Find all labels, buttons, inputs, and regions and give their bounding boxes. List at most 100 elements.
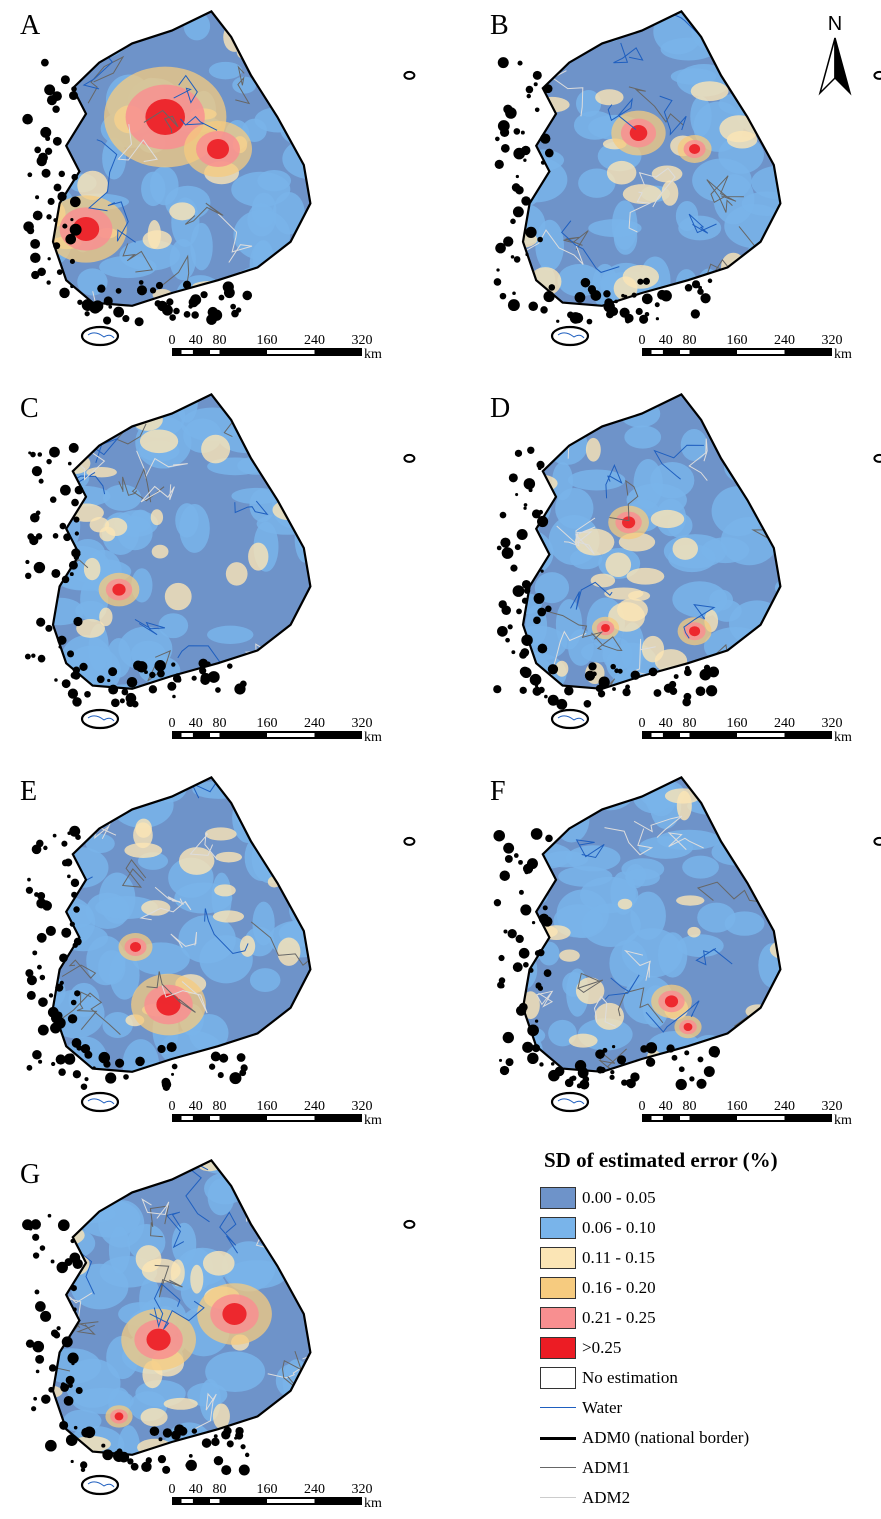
legend-line-label: ADM2 xyxy=(582,1488,631,1507)
legend-class: 0.06 - 0.10 xyxy=(540,1213,870,1243)
scale-unit: km xyxy=(364,1113,382,1128)
panel-label: D xyxy=(490,393,511,424)
map-panel-g: G 0 40 80 160 240 320 km xyxy=(0,1149,430,1519)
scale-tick-label: 240 xyxy=(774,716,795,731)
scale-tick-label: 240 xyxy=(304,716,325,731)
panel-label: A xyxy=(20,10,41,41)
legend-class-label: 0.00 - 0.05 xyxy=(582,1188,656,1207)
scale-tick-label: 80 xyxy=(213,1482,227,1497)
scale-unit: km xyxy=(834,347,852,362)
panel-label: G xyxy=(20,1159,41,1190)
legend-swatch xyxy=(540,1187,576,1209)
legend-classes: 0.00 - 0.05 0.06 - 0.10 0.11 - 0.15 0.16 - … xyxy=(540,1183,870,1393)
scale-tick-label: 40 xyxy=(189,1099,203,1114)
legend-class-label: >0.25 xyxy=(582,1338,622,1357)
scale-tick-label: 80 xyxy=(683,333,697,348)
legend-line-swatch xyxy=(540,1457,576,1479)
scale-unit: km xyxy=(834,1113,852,1128)
legend-title: SD of estimated error (%) xyxy=(544,1148,778,1172)
legend-class: >0.25 xyxy=(540,1333,870,1363)
legend-swatch xyxy=(540,1217,576,1239)
scale-tick-label: 0 xyxy=(639,1099,646,1114)
scale-tick-label: 0 xyxy=(169,716,176,731)
scale-tick-label: 320 xyxy=(352,333,373,348)
legend-swatch xyxy=(540,1337,576,1359)
north-arrow: N xyxy=(815,8,855,103)
legend-swatch xyxy=(540,1307,576,1329)
legend-class: 0.00 - 0.05 xyxy=(540,1183,870,1213)
legend-class-label: 0.16 - 0.20 xyxy=(582,1278,656,1297)
scale-tick-label: 160 xyxy=(727,333,748,348)
legend-class: 0.11 - 0.15 xyxy=(540,1243,870,1273)
legend-swatch xyxy=(540,1247,576,1269)
scale-tick-label: 80 xyxy=(683,716,697,731)
legend-line-swatch xyxy=(540,1397,576,1419)
scale-tick-label: 0 xyxy=(169,1482,176,1497)
scale-tick-label: 320 xyxy=(352,1482,373,1497)
map-panel-b: B 0 40 80 160 240 320 km xyxy=(470,0,881,370)
legend-line-label: Water xyxy=(582,1398,623,1417)
legend-class: 0.21 - 0.25 xyxy=(540,1303,870,1333)
scale-unit: km xyxy=(364,347,382,362)
map-panel-c: C 0 40 80 160 240 320 km xyxy=(0,383,430,753)
legend-swatch xyxy=(540,1367,576,1389)
map-panel-e: E 0 40 80 160 240 320 km xyxy=(0,766,430,1136)
map-panel-a: A 0 40 80 160 240 320 km xyxy=(0,0,430,370)
scale-tick-label: 320 xyxy=(352,716,373,731)
scale-tick-label: 40 xyxy=(189,1482,203,1497)
legend-class: No estimation xyxy=(540,1363,870,1393)
scale-tick-label: 80 xyxy=(683,1099,697,1114)
north-arrow-icon: N xyxy=(818,13,852,96)
scale-tick-label: 160 xyxy=(257,716,278,731)
legend-swatch xyxy=(540,1277,576,1299)
north-arrow-label: N xyxy=(828,13,842,35)
legend-class-label: 0.21 - 0.25 xyxy=(582,1308,656,1327)
legend: SD of estimated error (%) 0.00 - 0.05 0.0… xyxy=(540,1148,870,1513)
scale-tick-label: 160 xyxy=(257,1482,278,1497)
panel-label: B xyxy=(490,10,509,41)
scale-tick-label: 240 xyxy=(304,1099,325,1114)
legend-line-swatch xyxy=(540,1427,576,1449)
legend-class-label: 0.11 - 0.15 xyxy=(582,1248,656,1267)
legend-class-label: No estimation xyxy=(582,1368,678,1387)
scale-unit: km xyxy=(834,730,852,745)
panel-label: C xyxy=(20,393,39,424)
scale-tick-label: 320 xyxy=(822,1099,843,1114)
scale-tick-label: 80 xyxy=(213,333,227,348)
legend-line-label: ADM0 (national border) xyxy=(582,1428,750,1447)
scale-tick-label: 160 xyxy=(727,1099,748,1114)
legend-line: ADM2 xyxy=(540,1483,870,1513)
scale-tick-label: 160 xyxy=(257,333,278,348)
scale-tick-label: 240 xyxy=(774,333,795,348)
legend-class: 0.16 - 0.20 xyxy=(540,1273,870,1303)
scale-tick-label: 320 xyxy=(352,1099,373,1114)
scale-tick-label: 240 xyxy=(304,333,325,348)
legend-line: ADM1 xyxy=(540,1453,870,1483)
scale-tick-label: 0 xyxy=(639,716,646,731)
legend-line: ADM0 (national border) xyxy=(540,1423,870,1453)
scale-unit: km xyxy=(364,730,382,745)
scale-tick-label: 0 xyxy=(639,333,646,348)
scale-tick-label: 240 xyxy=(774,1099,795,1114)
map-panel-d: D 0 40 80 160 240 320 km xyxy=(470,383,881,753)
scale-tick-label: 160 xyxy=(727,716,748,731)
legend-line-label: ADM1 xyxy=(582,1458,631,1477)
panel-label: F xyxy=(490,776,506,807)
scale-unit: km xyxy=(364,1496,382,1511)
scale-tick-label: 80 xyxy=(213,1099,227,1114)
legend-class-label: 0.06 - 0.10 xyxy=(582,1218,656,1237)
map-panel-f: F 0 40 80 160 240 320 km xyxy=(470,766,881,1136)
scale-tick-label: 0 xyxy=(169,333,176,348)
